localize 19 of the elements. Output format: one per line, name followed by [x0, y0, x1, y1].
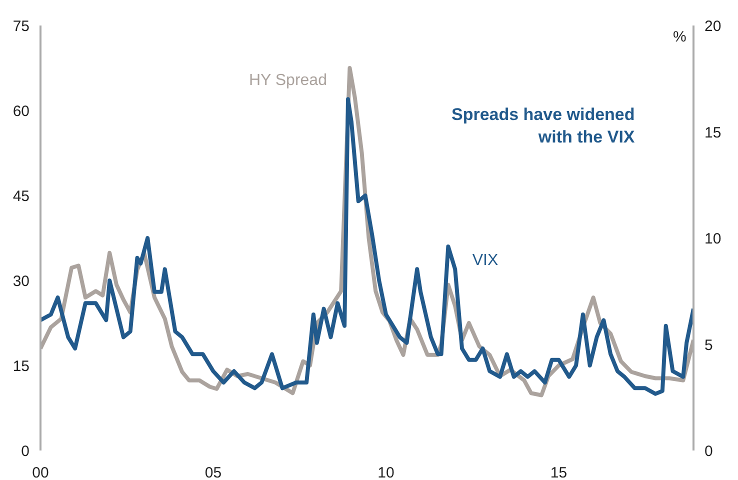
- x-tick-label: 15: [550, 464, 568, 480]
- y-tick-label: 30: [12, 273, 30, 290]
- y2-tick-label: 20: [704, 18, 722, 35]
- y2-tick-label: 5: [704, 336, 713, 354]
- y-tick-label: 75: [12, 18, 30, 35]
- y2-tick-label: 10: [704, 230, 722, 248]
- y-tick-label: 45: [12, 188, 30, 205]
- y-tick-label: 60: [12, 103, 30, 120]
- x-tick-label: 10: [378, 464, 394, 480]
- x-tick-label: 05: [204, 464, 222, 480]
- y-tick-label: 0: [21, 443, 30, 460]
- series-label: VIX: [472, 252, 498, 270]
- y2-axis-title: %: [673, 28, 686, 46]
- series-label: HY Spread: [249, 72, 327, 89]
- x-tick-label: 00: [32, 464, 49, 480]
- annotation: Spreads have widened with the VIX: [451, 104, 636, 147]
- y-tick-label: 15: [12, 358, 30, 375]
- y2-tick-label: 0: [704, 443, 713, 460]
- y2-tick-label: 15: [704, 124, 722, 142]
